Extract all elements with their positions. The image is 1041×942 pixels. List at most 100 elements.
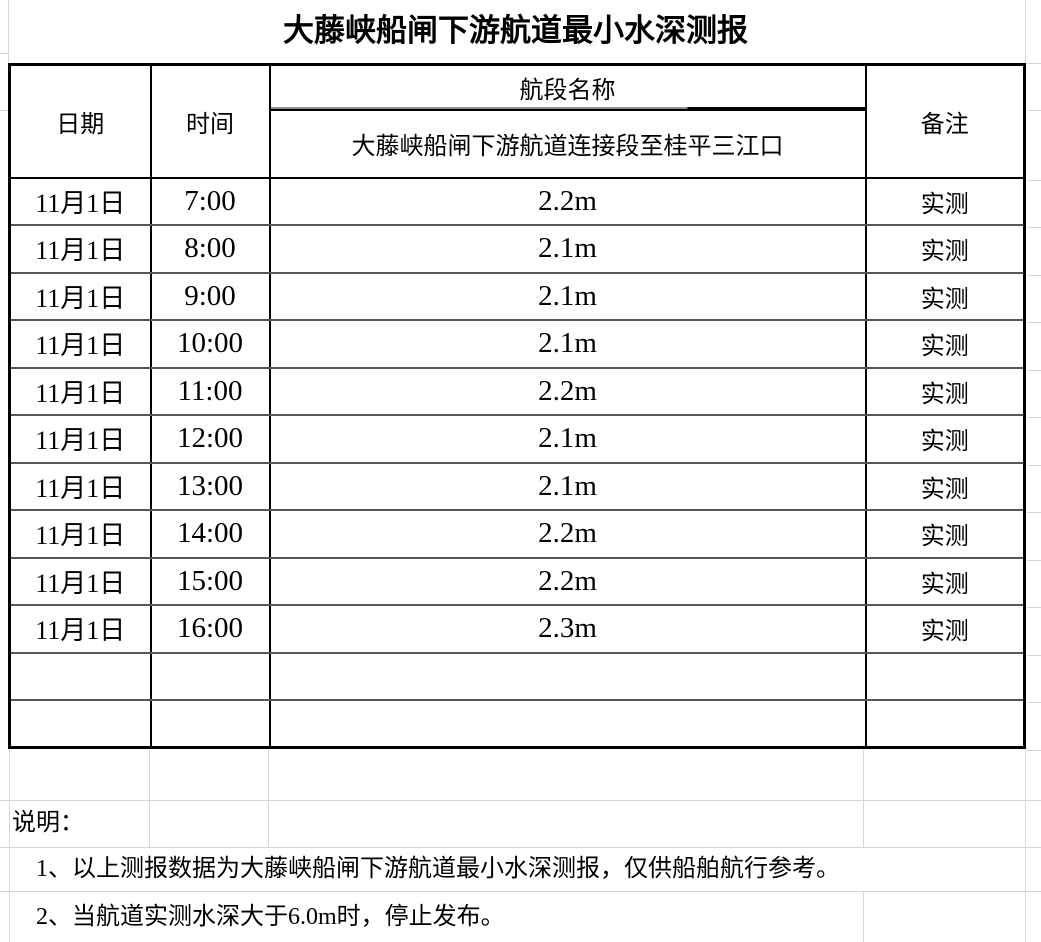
cell-time: 10:00 [149, 319, 271, 369]
table-row: 11月1日 9:00 2.1m 实测 [8, 271, 1026, 321]
gridline [0, 847, 1041, 848]
header-cell-time: 时间 [149, 63, 271, 179]
cell-remark: 实测 [864, 509, 1026, 559]
gridline [149, 750, 150, 847]
cell-remark: 实测 [864, 414, 1026, 464]
header-cell-remark: 备注 [864, 63, 1026, 179]
gridline [0, 53, 9, 54]
cell-date: 11月1日 [8, 319, 152, 369]
gridline [0, 891, 1041, 892]
cell-depth: 2.1m [268, 319, 867, 369]
cell-time: 13:00 [149, 461, 271, 511]
header-row-2: 大藤峡船闸下游航道连接段至桂平三江口 [10, 108, 1025, 179]
cell-depth: 2.3m [268, 604, 867, 654]
table-row: 11月1日 11:00 2.2m 实测 [8, 366, 1026, 416]
cell-time: 16:00 [149, 604, 271, 654]
gridline [1027, 607, 1041, 608]
cell-time: 8:00 [149, 224, 271, 274]
cell-remark [864, 651, 1026, 701]
table-row: 11月1日 10:00 2.1m 实测 [8, 319, 1026, 369]
gridline [863, 891, 864, 942]
cell-depth: 2.2m [268, 366, 867, 416]
gridline [1027, 322, 1041, 323]
report-title: 大藤峡船闸下游航道最小水深测报 [283, 13, 748, 48]
gridline [0, 800, 1041, 801]
cell-remark: 实测 [864, 461, 1026, 511]
cell-remark: 实测 [864, 319, 1026, 369]
gridline [1027, 417, 1041, 418]
table-row: 11月1日 12:00 2.1m 实测 [8, 414, 1026, 464]
cell-date [8, 651, 152, 701]
header-row-1: 日期 时间 航段名称 备注 [8, 63, 1026, 179]
cell-remark: 实测 [864, 366, 1026, 416]
gridline [1027, 370, 1041, 371]
gridline [1027, 702, 1041, 703]
cell-date: 11月1日 [8, 271, 152, 321]
table-row: 11月1日 16:00 2.3m 实测 [8, 604, 1026, 654]
gridline [1027, 750, 1041, 751]
cell-depth [268, 651, 867, 701]
cell-depth: 2.1m [268, 271, 867, 321]
cell-time: 9:00 [149, 271, 271, 321]
cell-depth: 2.1m [268, 461, 867, 511]
table-row: 11月1日 8:00 2.1m 实测 [8, 224, 1026, 274]
cell-depth: 2.2m [268, 556, 867, 606]
cell-remark [864, 699, 1026, 749]
notes-label: 说明： [12, 809, 84, 836]
note-item-2: 2、当航道实测水深大于6.0m时，停止发布。 [36, 904, 505, 930]
gridline [1027, 560, 1041, 561]
cell-depth: 2.2m [268, 509, 867, 559]
cell-remark: 实测 [864, 271, 1026, 321]
cell-date: 11月1日 [8, 366, 152, 416]
report-table-header: 日期 时间 航段名称 备注 大藤峡船闸下游航道连接段至桂平三江口 [8, 63, 1026, 179]
table-row [8, 699, 1026, 749]
gridline [8, 0, 9, 63]
cell-remark: 实测 [864, 604, 1026, 654]
cell-date: 11月1日 [8, 509, 152, 559]
cell-depth: 2.2m [268, 176, 867, 226]
table-row: 11月1日 7:00 2.2m 实测 [8, 176, 1026, 226]
cell-depth [268, 699, 867, 749]
gridline [1027, 655, 1041, 656]
cell-remark: 实测 [864, 224, 1026, 274]
cell-time: 12:00 [149, 414, 271, 464]
cell-date: 11月1日 [8, 224, 152, 274]
cell-date [8, 699, 152, 749]
gridline [9, 750, 10, 942]
cell-date: 11月1日 [8, 461, 152, 511]
cell-time: 7:00 [149, 176, 271, 226]
gridline [1025, 0, 1026, 63]
header-cell-segment-group: 航段名称 [268, 63, 867, 111]
cell-date: 11月1日 [8, 176, 152, 226]
gridline [268, 750, 269, 847]
cell-date: 11月1日 [8, 604, 152, 654]
note-item-1: 1、以上测报数据为大藤峡船闸下游航道最小水深测报，仅供船舶航行参考。 [36, 856, 840, 882]
gridline [863, 750, 864, 847]
cell-depth: 2.1m [268, 414, 867, 464]
gridline [1027, 63, 1041, 64]
table-row: 11月1日 15:00 2.2m 实测 [8, 556, 1026, 606]
table-row: 11月1日 14:00 2.2m 实测 [8, 509, 1026, 559]
header-cell-segment-name: 大藤峡船闸下游航道连接段至桂平三江口 [268, 108, 867, 179]
gridline [1027, 227, 1041, 228]
gridline [1027, 275, 1041, 276]
cell-date: 11月1日 [8, 556, 152, 606]
cell-depth: 2.1m [268, 224, 867, 274]
gridline [0, 110, 9, 111]
cell-remark: 实测 [864, 556, 1026, 606]
gridline [1027, 180, 1041, 181]
cell-time [149, 651, 271, 701]
gridline [1027, 512, 1041, 513]
cell-remark: 实测 [864, 176, 1026, 226]
table-row [8, 651, 1026, 701]
report-table-body: 11月1日 7:00 2.2m 实测 11月1日 8:00 2.1m 实测 11… [8, 176, 1026, 749]
gridline [1027, 465, 1041, 466]
report-table: 日期 时间 航段名称 备注 大藤峡船闸下游航道连接段至桂平三江口 11月1日 7… [8, 63, 1026, 749]
cell-time: 14:00 [149, 509, 271, 559]
gridline [1027, 110, 1041, 111]
cell-date: 11月1日 [8, 414, 152, 464]
table-row: 11月1日 13:00 2.1m 实测 [8, 461, 1026, 511]
cell-time: 11:00 [149, 366, 271, 416]
gridline [1025, 750, 1026, 942]
